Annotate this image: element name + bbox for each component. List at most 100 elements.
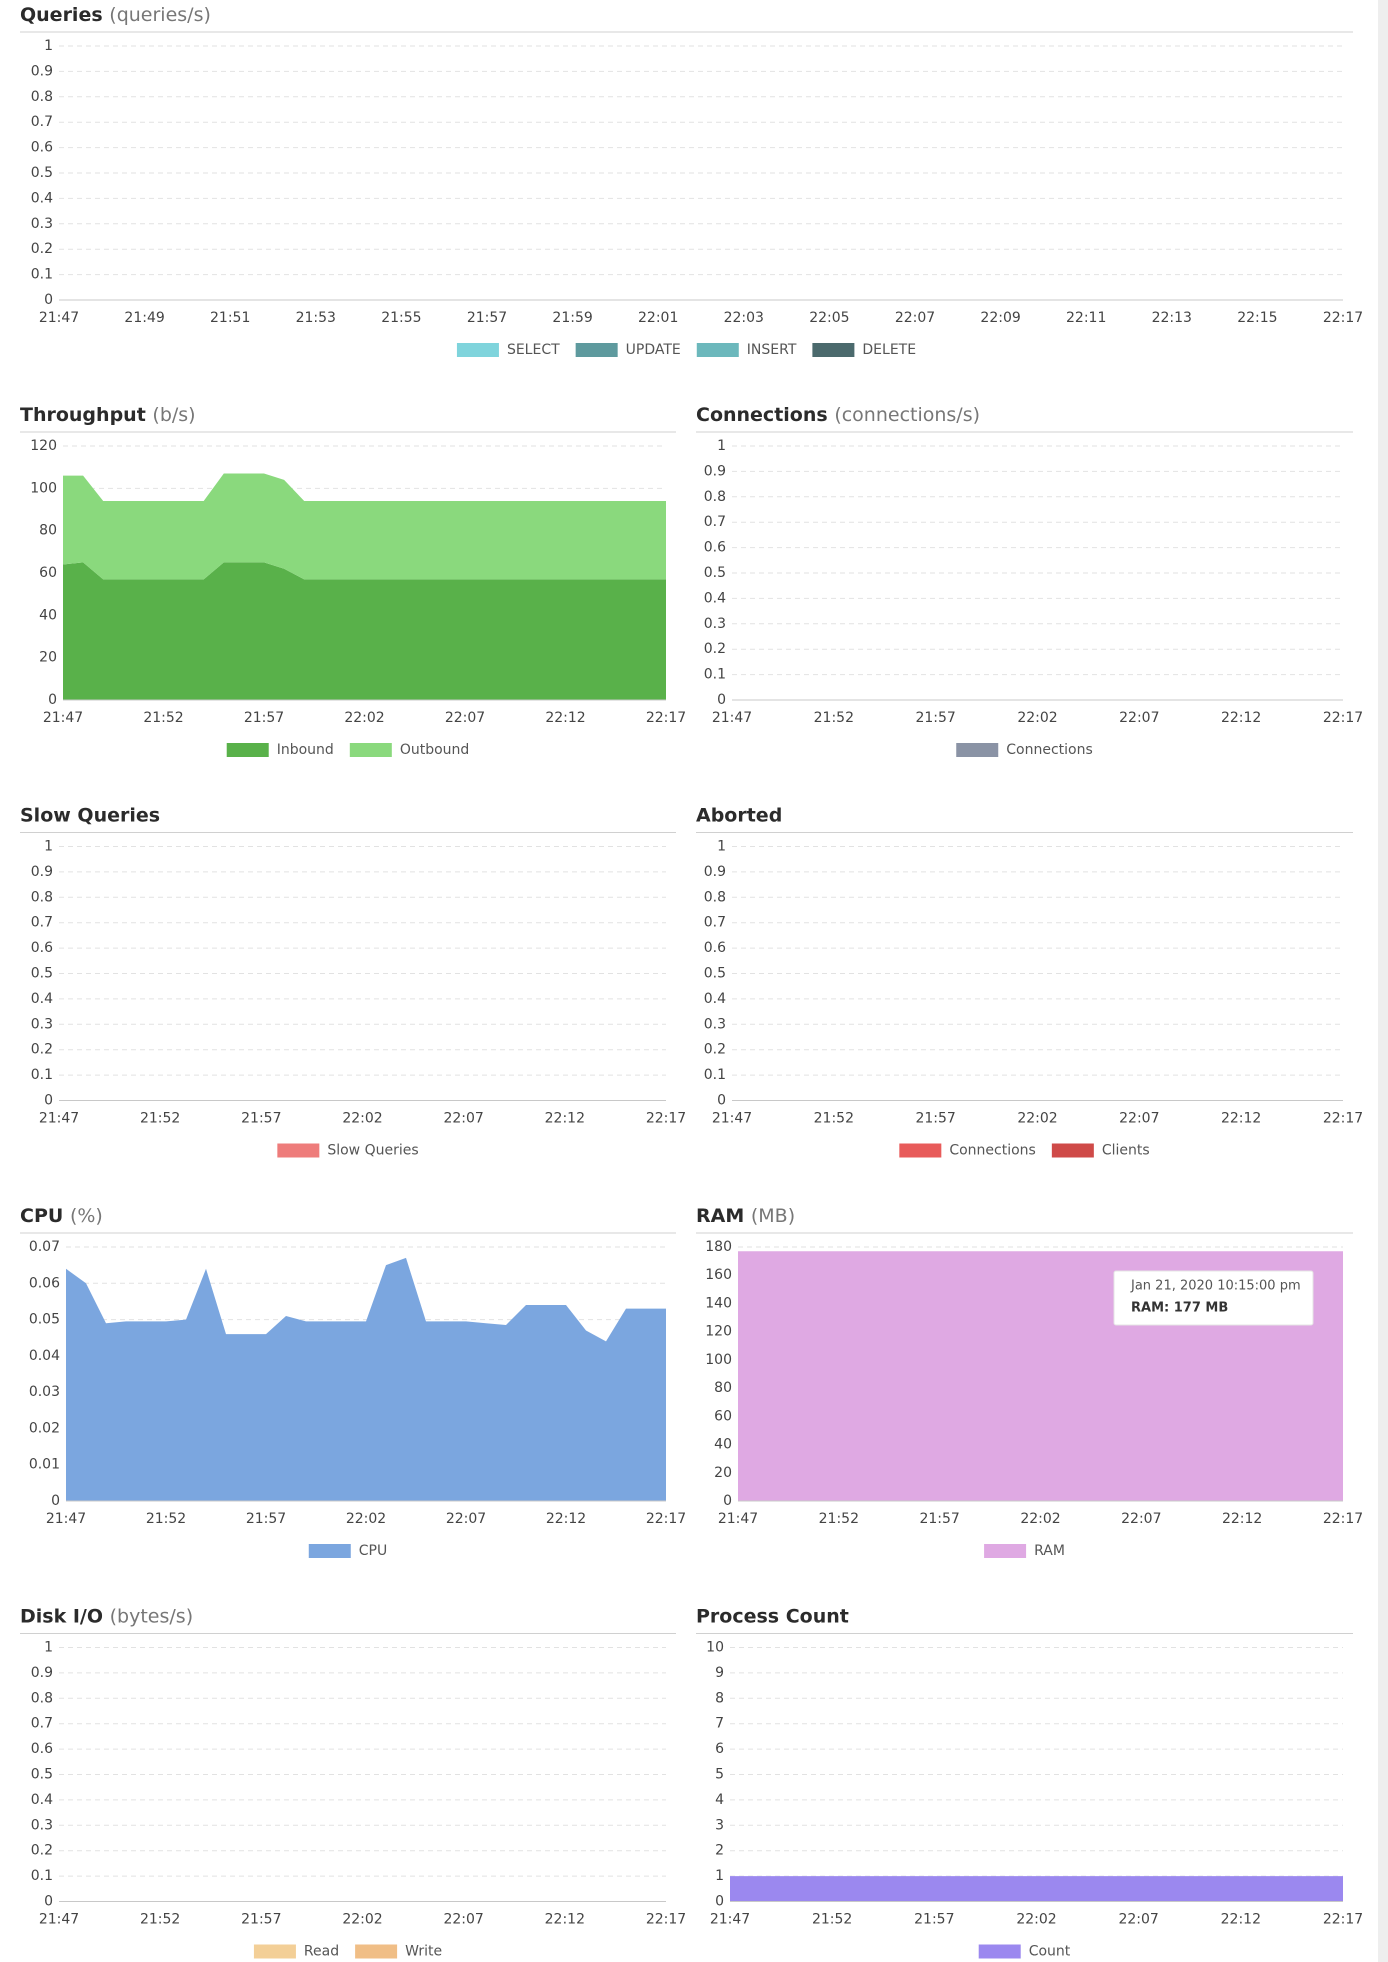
- y-tick-label: 40: [39, 607, 57, 623]
- y-tick-label: 0.07: [29, 1239, 60, 1255]
- x-tick-label: 22:17: [646, 1111, 686, 1127]
- y-tick-label: 80: [39, 523, 57, 539]
- y-tick-label: 20: [714, 1465, 732, 1481]
- y-tick-label: 4: [715, 1792, 724, 1808]
- y-tick-label: 0.8: [31, 889, 53, 905]
- x-tick-label: 21:47: [39, 310, 79, 326]
- legend: Slow Queries: [277, 1143, 419, 1159]
- x-tick-label: 21:57: [919, 1511, 959, 1527]
- legend-label: UPDATE: [626, 342, 681, 358]
- title-text: Aborted: [696, 804, 782, 826]
- legend-label: Read: [304, 1944, 339, 1960]
- y-tick-label: 0.6: [31, 140, 53, 156]
- title-text: Queries: [20, 4, 103, 26]
- y-tick-label: 0.2: [31, 241, 53, 257]
- x-tick-label: 22:07: [1119, 710, 1159, 726]
- title-unit: (MB): [751, 1205, 795, 1227]
- y-tick-label: 180: [705, 1239, 732, 1255]
- x-tick-label: 21:52: [814, 710, 854, 726]
- legend-label: RAM: [1034, 1543, 1065, 1559]
- y-tick-label: 0.4: [31, 991, 53, 1007]
- chart-panel: Queries (queries/s) 0 0.1 0.2 0.3 0.4 0.5 0.6 0.…: [20, 4, 1363, 358]
- x-tick-label: 22:02: [1017, 1111, 1057, 1127]
- legend-swatch: [355, 1944, 398, 1959]
- x-tick-label: 22:07: [1118, 1912, 1158, 1928]
- legend-label: Clients: [1102, 1143, 1150, 1159]
- x-tick-label: 22:17: [1323, 710, 1363, 726]
- y-tick-label: 0.3: [31, 216, 53, 232]
- x-tick-label: 22:12: [1221, 710, 1261, 726]
- legend-label: Connections: [949, 1143, 1036, 1159]
- legend-swatch: [575, 343, 618, 357]
- y-tick-label: 80: [714, 1380, 732, 1396]
- title-text: Slow Queries: [20, 804, 160, 826]
- legend-swatch: [308, 1544, 351, 1558]
- chart-panel: Aborted 0 0.1 0.2 0.3 0.4 0.5 0.6 0.7 0.8 0.9 1 21:4…: [696, 804, 1363, 1159]
- title-unit: (queries/s): [109, 4, 211, 26]
- y-tick-label: 0.2: [31, 1042, 53, 1058]
- x-tick-label: 21:52: [146, 1511, 186, 1527]
- chart-panel: Process Count 0 1 2 3 4 5 6 7 8 9 10 21:47 21:52 21:57…: [696, 1605, 1363, 1960]
- y-tick-label: 60: [39, 565, 57, 581]
- y-tick-label: 0: [717, 692, 726, 708]
- x-tick-label: 22:03: [724, 310, 764, 326]
- y-tick-label: 0: [717, 1093, 726, 1109]
- y-tick-label: 0.6: [31, 1741, 53, 1757]
- tooltip-date: Jan 21, 2020 10:15:00 pm: [1130, 1279, 1301, 1294]
- chart-title: Connections (connections/s): [696, 404, 980, 426]
- legend-swatch: [277, 1143, 320, 1158]
- y-tick-label: 0.4: [704, 991, 726, 1007]
- area: [730, 1876, 1343, 1902]
- legend-label: DELETE: [862, 342, 916, 358]
- x-tick-label: 21:53: [296, 310, 336, 326]
- x-tick-label: 22:07: [1119, 1111, 1159, 1127]
- y-tick-label: 140: [705, 1295, 732, 1311]
- x-tick-label: 21:57: [244, 710, 284, 726]
- y-tick-label: 0.4: [31, 190, 53, 206]
- y-tick-label: 7: [715, 1716, 724, 1732]
- y-tick-label: 0.03: [29, 1384, 60, 1400]
- y-tick-label: 0.3: [31, 1817, 53, 1833]
- legend-swatch: [253, 1944, 296, 1959]
- legend-label: SELECT: [507, 342, 560, 358]
- chart-panel: CPU (%) 0 0.01 0.02 0.03 0.04 0.05 0.06 0.07 21:4…: [20, 1205, 686, 1559]
- y-tick-label: 6: [715, 1741, 724, 1757]
- x-tick-label: 22:07: [1121, 1511, 1161, 1527]
- chart-title: Disk I/O (bytes/s): [20, 1605, 193, 1627]
- y-tick-label: 0.7: [31, 915, 53, 931]
- area: [63, 473, 666, 580]
- legend-swatch: [899, 1143, 942, 1158]
- x-tick-label: 21:57: [241, 1111, 281, 1127]
- y-tick-label: 1: [715, 1868, 724, 1884]
- y-tick-label: 0: [723, 1493, 732, 1509]
- x-tick-label: 22:07: [895, 310, 935, 326]
- x-tick-label: 21:57: [915, 710, 955, 726]
- y-tick-label: 8: [715, 1690, 724, 1706]
- x-tick-label: 21:57: [246, 1511, 286, 1527]
- x-tick-label: 22:07: [443, 1912, 483, 1928]
- y-tick-label: 0.1: [704, 1067, 726, 1083]
- y-tick-label: 0.9: [31, 63, 53, 79]
- legend-label: INSERT: [747, 342, 797, 358]
- x-tick-label: 21:57: [467, 310, 507, 326]
- x-tick-label: 22:12: [546, 1511, 586, 1527]
- y-tick-label: 0.9: [704, 864, 726, 880]
- y-tick-label: 0.4: [31, 1792, 53, 1808]
- chart-panel: Disk I/O (bytes/s) 0 0.1 0.2 0.3 0.4 0.5 0.6 0.7…: [20, 1605, 686, 1960]
- y-tick-label: 0.4: [704, 590, 726, 606]
- y-tick-label: 0.5: [31, 1767, 53, 1783]
- title-text: Connections: [696, 404, 828, 426]
- x-tick-label: 21:52: [140, 1912, 180, 1928]
- y-tick-label: 0.3: [31, 1016, 53, 1032]
- y-tick-label: 0.5: [31, 966, 53, 982]
- x-tick-label: 21:51: [210, 310, 250, 326]
- x-tick-label: 21:52: [143, 710, 183, 726]
- legend: Count: [978, 1944, 1071, 1960]
- y-tick-label: 0.02: [29, 1420, 60, 1436]
- y-tick-label: 0.3: [704, 616, 726, 632]
- y-tick-label: 0.9: [31, 864, 53, 880]
- y-tick-label: 1: [717, 438, 726, 454]
- legend: Inbound Outbound: [226, 742, 469, 758]
- y-tick-label: 0.8: [704, 889, 726, 905]
